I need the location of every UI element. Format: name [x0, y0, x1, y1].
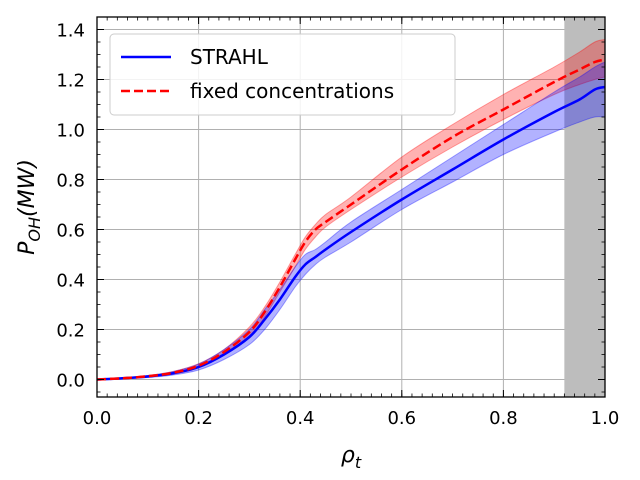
- y-tick-label: 0.6: [56, 221, 85, 242]
- legend-label-fixed-concentrations: fixed concentrations: [190, 79, 394, 103]
- line-fixed-concentrations: [97, 58, 605, 381]
- y-tick-label: 1.4: [56, 21, 85, 42]
- series-lines: [97, 58, 605, 381]
- x-tick-label: 0.0: [83, 408, 112, 429]
- x-tick-label: 0.4: [286, 408, 315, 429]
- legend: STRAHL fixed concentrations: [109, 33, 456, 116]
- y-axis-label-tail: (MW): [15, 159, 40, 217]
- ticks: 0.0 0.2 0.4 0.6 0.8 1.0 0.0 0.2 0.4 0.6 0.8 1.0 1.2 1…: [56, 16, 620, 429]
- shaded-region: [564, 17, 605, 397]
- y-axis-label: POH(MW): [15, 159, 44, 255]
- x-tick-label: 0.8: [489, 408, 518, 429]
- x-axis-label-sub: t: [355, 453, 362, 472]
- x-tick-label: 0.2: [184, 408, 213, 429]
- y-tick-label: 1.0: [56, 121, 85, 142]
- legend-box: [109, 33, 456, 116]
- y-tick-label: 0.0: [56, 371, 85, 392]
- x-tick-label: 1.0: [591, 408, 620, 429]
- x-tick-label: 0.6: [387, 408, 416, 429]
- band-strahl: [97, 61, 605, 380]
- plot-frame: [96, 16, 606, 398]
- y-tick-label: 0.2: [56, 321, 85, 342]
- y-axis-label-main: P: [15, 241, 40, 255]
- y-tick-label: 0.4: [56, 271, 85, 292]
- x-axis-label-main: ρ: [341, 443, 355, 468]
- shaded-region-layer: [564, 17, 605, 397]
- y-tick-label: 1.2: [56, 71, 85, 92]
- y-axis-label-sub: OH: [25, 217, 44, 242]
- legend-label-strahl: STRAHL: [190, 45, 269, 69]
- x-axis-label: ρt: [341, 443, 362, 472]
- y-tick-label: 0.8: [56, 171, 85, 192]
